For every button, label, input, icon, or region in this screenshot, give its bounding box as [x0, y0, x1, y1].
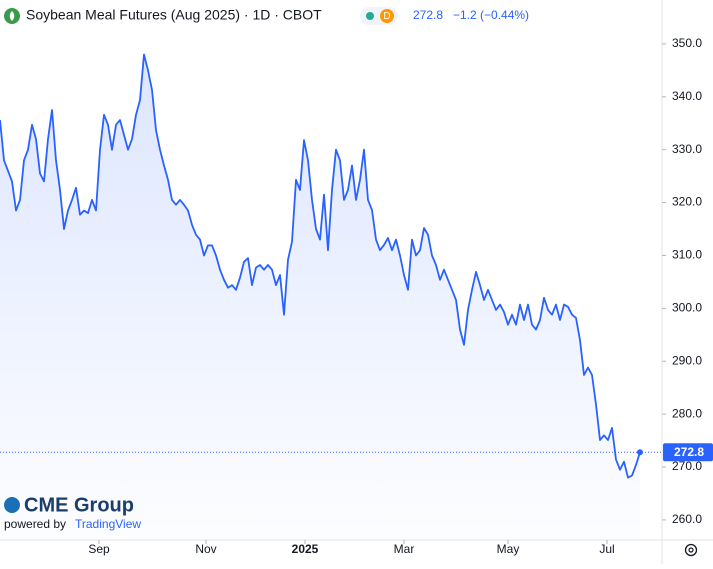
powered-by-brand: TradingView	[75, 517, 141, 531]
price-line	[0, 53, 641, 479]
x-tick-label: May	[497, 542, 520, 556]
symbol-icon-leaf	[9, 11, 15, 21]
plot-area	[0, 53, 662, 540]
header-price: 272.8	[413, 8, 443, 22]
x-tick-label: Mar	[394, 542, 415, 556]
y-tick-label: 270.0	[672, 459, 702, 473]
x-tick-label: 2025	[292, 542, 319, 556]
y-tick-label: 310.0	[672, 248, 702, 262]
last-price-label: 272.8	[674, 445, 704, 459]
y-tick-label: 290.0	[672, 353, 702, 367]
y-tick-label: 260.0	[672, 512, 702, 526]
market-status-dot	[366, 12, 374, 20]
y-tick-label: 320.0	[672, 195, 702, 209]
interval-badge: D	[383, 11, 390, 22]
y-tick-label: 330.0	[672, 142, 702, 156]
powered-by: powered by	[4, 517, 66, 531]
chart-title: Soybean Meal Futures (Aug 2025) · 1D · C…	[26, 7, 322, 23]
y-tick-label: 350.0	[672, 36, 702, 50]
x-tick-label: Nov	[195, 542, 216, 556]
settings-icon-center[interactable]	[688, 547, 694, 553]
header-change: −1.2 (−0.44%)	[453, 8, 529, 22]
y-tick-label: 340.0	[672, 89, 702, 103]
area	[0, 54, 640, 540]
header-bg	[0, 2, 560, 30]
x-tick-label: Sep	[88, 542, 110, 556]
y-tick-label: 280.0	[672, 406, 702, 420]
y-tick-label: 300.0	[672, 301, 702, 315]
x-tick-label: Jul	[599, 542, 614, 556]
brand-logo	[4, 497, 20, 513]
settings-icon[interactable]	[684, 543, 698, 557]
interval-badge-bg	[380, 9, 394, 23]
last-price-box	[663, 443, 713, 462]
brand: CME Group	[24, 494, 134, 516]
last-price-dot	[637, 449, 643, 456]
